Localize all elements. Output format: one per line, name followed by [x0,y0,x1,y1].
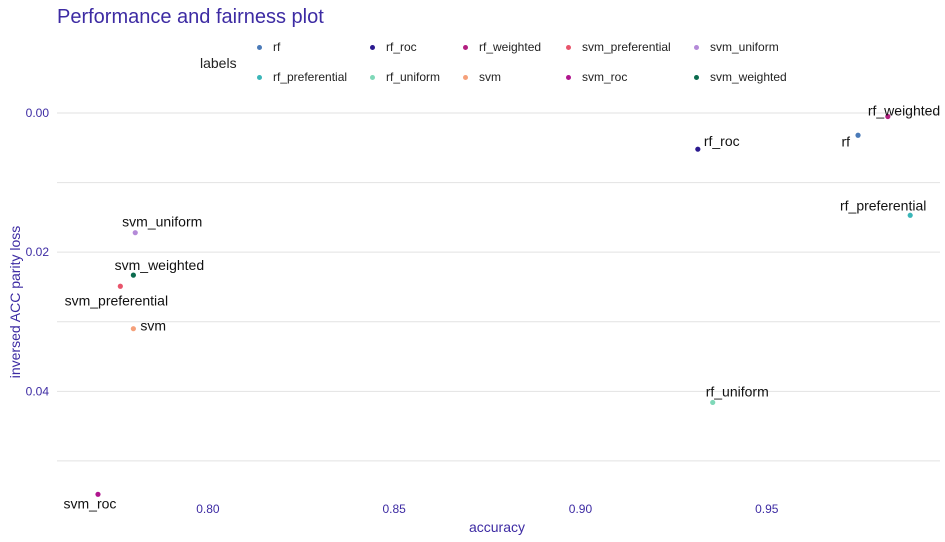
x-tick-label: 0.95 [755,502,779,516]
legend-swatch [694,44,699,50]
axis-ticks: 0.00 0.02 0.04 0.80 0.85 0.90 0.95 [26,106,779,516]
data-point-svm [130,326,136,332]
legend-swatch [463,74,468,80]
data-point-svm_uniform [132,230,138,236]
legend-swatch [257,74,262,80]
point-label-rf_preferential: rf_preferential [840,197,926,213]
legend-label: rf_preferential [273,70,348,84]
legend-label: svm_preferential [582,40,671,54]
legend-label: rf_roc [386,40,417,54]
data-point-rf_uniform [710,399,716,406]
data-point-rf_roc [695,146,701,152]
data-point-rf_preferential [907,212,913,218]
legend-label: rf_weighted [479,40,542,54]
y-tick-label: 0.00 [26,106,50,120]
point-label-svm_weighted: svm_weighted [115,257,205,273]
legend-label: svm_uniform [710,40,779,54]
legend-item-rf_uniform: rf_uniform [368,69,440,85]
point-label-rf_weighted: rf_weighted [868,102,940,118]
legend-label: svm_roc [582,70,628,84]
data-point-svm_preferential [117,283,123,289]
data-point-rf [855,132,861,138]
legend-item-svm_weighted: svm_weighted [692,69,787,85]
y-tick-label: 0.04 [26,384,50,398]
legend-item-svm_uniform: svm_uniform [692,39,779,55]
point-label-svm_roc: svm_roc [64,495,117,511]
legend-item-rf: rf [255,39,280,55]
legend-item-rf_preferential: rf_preferential [255,69,347,85]
point-label-rf_uniform: rf_uniform [706,383,769,399]
point-label-svm_preferential: svm_preferential [65,292,169,308]
data-point-svm_roc [95,491,101,497]
point-labels: rf rf_roc rf_weighted svm_preferential svm_u… [64,102,941,511]
legend-item-svm_roc: svm_roc [564,69,627,85]
legend-swatch [694,74,699,80]
data-points [95,113,913,497]
legend-item-svm: svm [461,69,501,85]
chart-title: Performance and fairness plot [57,6,324,28]
legend-label: rf_uniform [386,70,441,84]
y-tick-label: 0.02 [26,245,50,259]
x-tick-label: 0.80 [196,502,220,516]
legend-swatch [463,44,468,50]
x-tick-label: 0.90 [569,502,593,516]
legend-title: labels [200,55,237,71]
point-label-svm_uniform: svm_uniform [122,214,202,230]
x-axis-title: accuracy [469,519,525,535]
legend-swatch [566,74,571,80]
legend-item-svm_preferential: svm_preferential [564,39,671,55]
legend-label: svm_weighted [710,70,787,84]
point-label-rf_roc: rf_roc [704,133,740,149]
data-point-svm_weighted [130,272,136,278]
point-label-rf: rf [841,133,850,149]
y-axis-title: inversed ACC parity loss [7,226,23,379]
legend-item-rf_weighted: rf_weighted [461,39,541,55]
legend-swatch [257,44,262,50]
legend-swatch [370,74,375,80]
legend-swatch [566,44,571,50]
data-point-rf_weighted [885,113,891,120]
legend-item-rf_roc: rf_roc [368,39,417,55]
legend-swatch [370,44,375,50]
point-label-svm: svm [140,318,166,334]
legend-label: svm [479,70,501,84]
gridlines [57,112,940,462]
legend-label: rf [273,40,281,54]
x-tick-label: 0.85 [382,502,406,516]
